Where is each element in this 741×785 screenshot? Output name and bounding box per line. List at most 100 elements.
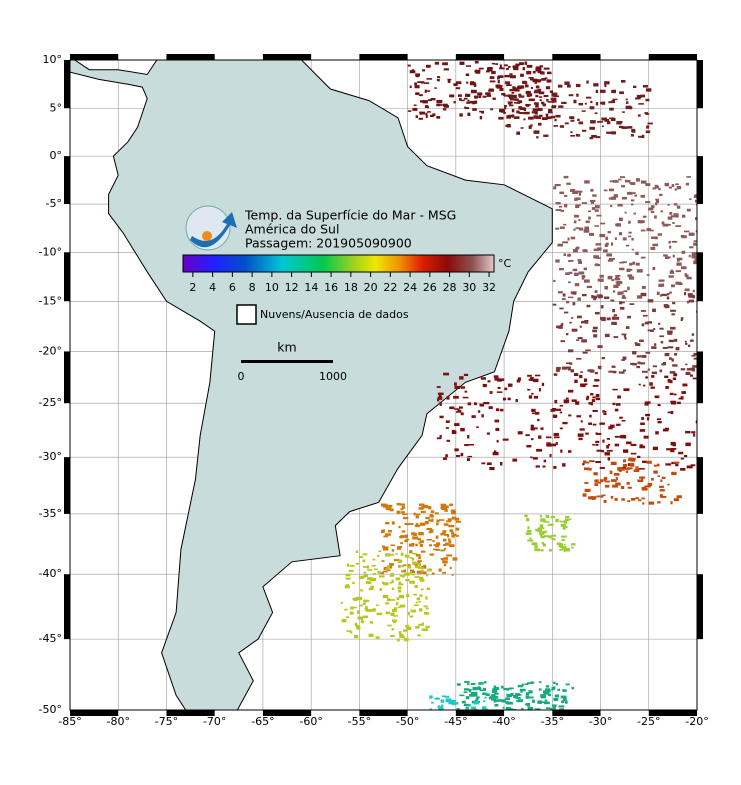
sst-pixel (681, 214, 686, 218)
sst-pixel (613, 180, 619, 183)
sst-pixel (543, 690, 550, 694)
sst-pixel (568, 260, 574, 262)
sst-pixel (437, 398, 440, 402)
sst-pixel (563, 399, 570, 403)
sst-pixel (671, 358, 674, 362)
sst-pixel (379, 575, 385, 578)
sst-pixel (680, 319, 683, 322)
sst-pixel (390, 634, 395, 638)
sst-pixel (663, 304, 669, 307)
sst-pixel (638, 383, 641, 386)
colorbar-tick-label: 26 (423, 281, 437, 294)
sst-pixel (514, 101, 520, 104)
sst-pixel (644, 112, 649, 115)
sst-pixel (366, 609, 371, 612)
sst-pixel (412, 536, 419, 540)
sst-pixel (578, 219, 581, 222)
sst-pixel (626, 441, 632, 445)
sst-pixel (610, 495, 614, 499)
sst-pixel (645, 113, 650, 115)
sst-pixel (611, 321, 617, 325)
sst-pixel (496, 391, 503, 393)
sst-pixel (564, 194, 568, 197)
sst-pixel (482, 383, 487, 388)
sst-pixel (595, 461, 601, 464)
sst-pixel (576, 93, 579, 97)
sst-pixel (684, 455, 688, 458)
sst-pixel (530, 438, 534, 441)
sst-pixel (638, 220, 644, 224)
sst-pixel (497, 699, 502, 702)
sst-pixel (504, 105, 508, 107)
sst-pixel (668, 275, 674, 278)
sst-pixel (575, 227, 581, 230)
sst-pixel (545, 114, 549, 117)
sst-pixel (573, 214, 579, 218)
sst-pixel (436, 116, 440, 119)
sst-pixel (642, 502, 645, 505)
sst-pixel (439, 415, 444, 419)
sst-pixel (442, 560, 448, 564)
sst-pixel (630, 362, 635, 365)
sst-pixel (552, 414, 558, 418)
sst-pixel (654, 343, 657, 346)
sst-pixel (412, 552, 417, 555)
sst-pixel (516, 379, 521, 383)
sst-pixel (619, 416, 623, 419)
sst-pixel (460, 428, 465, 432)
sst-pixel (615, 223, 618, 227)
sst-pixel (603, 249, 608, 253)
sst-pixel (550, 97, 557, 101)
sst-pixel (686, 465, 693, 469)
sst-pixel (497, 76, 500, 80)
sst-pixel (367, 577, 374, 581)
sst-pixel (418, 563, 422, 567)
sst-pixel (501, 93, 506, 96)
sst-pixel (528, 125, 532, 129)
sst-pixel (524, 514, 528, 518)
sst-pixel (451, 429, 456, 433)
sst-pixel (569, 518, 572, 521)
sst-pixel (573, 249, 578, 253)
sst-pixel (554, 399, 558, 404)
sst-pixel (481, 706, 487, 710)
frame-segment (166, 54, 215, 60)
sst-pixel (641, 497, 645, 500)
sst-pixel (660, 341, 664, 344)
sst-pixel (615, 477, 618, 481)
sst-pixel (541, 117, 548, 121)
sst-pixel (360, 589, 364, 592)
sst-pixel (687, 293, 693, 296)
sst-pixel (416, 597, 421, 601)
sst-pixel (582, 463, 585, 466)
sst-pixel (517, 699, 523, 703)
y-tick-label: -15° (39, 294, 62, 307)
sst-pixel (617, 395, 621, 399)
sst-pixel (404, 522, 410, 526)
sst-pixel (508, 102, 512, 105)
sst-pixel (520, 127, 524, 129)
scale-end: 1000 (319, 370, 347, 383)
sst-pixel (416, 570, 422, 574)
sst-pixel (502, 397, 507, 401)
sst-pixel (559, 405, 564, 407)
sst-pixel (639, 445, 645, 449)
sst-pixel (580, 420, 583, 423)
sst-pixel (581, 275, 586, 279)
sst-pixel (604, 484, 610, 488)
sst-pixel (610, 461, 617, 466)
sst-pixel (623, 449, 629, 453)
sst-pixel (667, 379, 671, 383)
sst-pixel (577, 337, 583, 340)
sst-pixel (559, 411, 563, 414)
sst-pixel (470, 81, 476, 86)
frame-segment (64, 252, 70, 302)
sst-pixel (576, 197, 581, 201)
sst-pixel (677, 282, 683, 286)
sst-pixel (562, 689, 567, 692)
sst-pixel (667, 216, 673, 220)
sst-pixel (505, 124, 508, 127)
sst-pixel (685, 371, 691, 376)
sst-pixel (432, 548, 439, 551)
sst-pixel (539, 515, 543, 518)
